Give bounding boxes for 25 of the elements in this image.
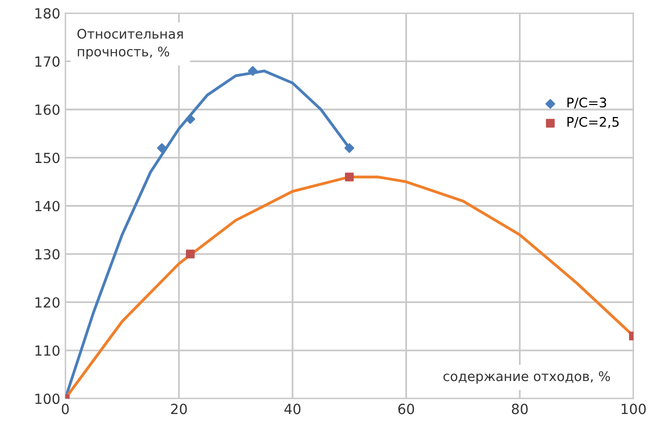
point: [157, 143, 167, 153]
point: [344, 143, 354, 153]
point: [248, 66, 258, 76]
legend-label: P/C=2,5: [567, 116, 619, 128]
y-axis-title: Относительная прочность, %: [77, 28, 183, 60]
x-tick-label: 100: [622, 404, 646, 414]
y-tick-label: 110: [35, 345, 60, 356]
y-tick-label: 130: [35, 249, 60, 260]
x-tick-label: 80: [512, 404, 528, 414]
y-tick-label: 150: [35, 152, 60, 164]
x-tick-label: 20: [171, 404, 187, 414]
y-tick-label: 170: [35, 56, 60, 67]
point: [344, 172, 354, 182]
point: [185, 114, 196, 124]
y-tick-label: 120: [35, 297, 60, 308]
x-tick-label: 0: [62, 404, 69, 414]
x-tick-label: 40: [284, 404, 300, 414]
y-tick-label: 100: [35, 394, 60, 404]
x-axis-title: содержание отходов, %: [443, 371, 610, 384]
point: [186, 250, 195, 258]
legend-label: P/C=3: [567, 98, 606, 109]
y-tick-label: 140: [35, 200, 60, 212]
x-tick-label: 60: [398, 404, 414, 414]
y-tick-label: 160: [35, 104, 60, 115]
y-tick-label: 180: [35, 8, 60, 19]
